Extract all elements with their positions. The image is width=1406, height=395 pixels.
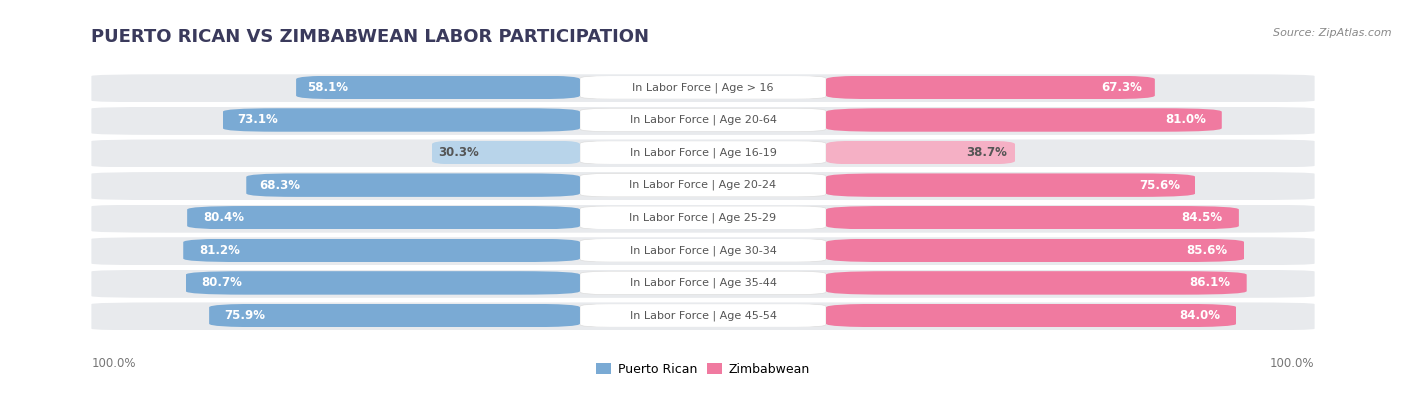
FancyBboxPatch shape	[91, 172, 1315, 200]
Legend: Puerto Rican, Zimbabwean: Puerto Rican, Zimbabwean	[592, 358, 814, 381]
FancyBboxPatch shape	[297, 76, 581, 99]
FancyBboxPatch shape	[187, 206, 581, 229]
Text: 81.0%: 81.0%	[1166, 113, 1206, 126]
Text: 80.4%: 80.4%	[202, 211, 243, 224]
FancyBboxPatch shape	[827, 173, 1195, 197]
Text: 30.3%: 30.3%	[437, 146, 478, 159]
Text: 38.7%: 38.7%	[967, 146, 1008, 159]
FancyBboxPatch shape	[581, 206, 825, 229]
FancyBboxPatch shape	[581, 141, 825, 164]
FancyBboxPatch shape	[91, 205, 1315, 233]
Text: 100.0%: 100.0%	[91, 357, 136, 370]
FancyBboxPatch shape	[827, 271, 1247, 295]
FancyBboxPatch shape	[827, 239, 1244, 262]
Text: 80.7%: 80.7%	[201, 276, 242, 290]
Text: 67.3%: 67.3%	[1101, 81, 1142, 94]
FancyBboxPatch shape	[581, 173, 825, 197]
FancyBboxPatch shape	[246, 173, 581, 197]
FancyBboxPatch shape	[827, 108, 1222, 132]
FancyBboxPatch shape	[432, 141, 581, 164]
Text: 85.6%: 85.6%	[1187, 244, 1227, 257]
FancyBboxPatch shape	[222, 108, 581, 132]
Text: PUERTO RICAN VS ZIMBABWEAN LABOR PARTICIPATION: PUERTO RICAN VS ZIMBABWEAN LABOR PARTICI…	[91, 28, 650, 46]
FancyBboxPatch shape	[827, 304, 1236, 327]
FancyBboxPatch shape	[581, 76, 825, 99]
FancyBboxPatch shape	[91, 237, 1315, 265]
FancyBboxPatch shape	[183, 239, 581, 262]
Text: 84.5%: 84.5%	[1181, 211, 1222, 224]
Text: Source: ZipAtlas.com: Source: ZipAtlas.com	[1274, 28, 1392, 38]
Text: 84.0%: 84.0%	[1180, 309, 1220, 322]
FancyBboxPatch shape	[827, 206, 1239, 229]
Text: In Labor Force | Age 35-44: In Labor Force | Age 35-44	[630, 278, 776, 288]
FancyBboxPatch shape	[91, 139, 1315, 167]
Text: 86.1%: 86.1%	[1189, 276, 1230, 290]
Text: In Labor Force | Age > 16: In Labor Force | Age > 16	[633, 82, 773, 93]
FancyBboxPatch shape	[91, 303, 1315, 331]
Text: In Labor Force | Age 45-54: In Labor Force | Age 45-54	[630, 310, 776, 321]
Text: In Labor Force | Age 30-34: In Labor Force | Age 30-34	[630, 245, 776, 256]
Text: 58.1%: 58.1%	[308, 81, 349, 94]
FancyBboxPatch shape	[581, 108, 825, 132]
FancyBboxPatch shape	[581, 271, 825, 295]
FancyBboxPatch shape	[186, 271, 581, 295]
FancyBboxPatch shape	[581, 304, 825, 327]
Text: In Labor Force | Age 20-64: In Labor Force | Age 20-64	[630, 115, 776, 125]
FancyBboxPatch shape	[827, 141, 1015, 164]
FancyBboxPatch shape	[827, 76, 1154, 99]
Text: 81.2%: 81.2%	[200, 244, 240, 257]
Text: 100.0%: 100.0%	[1270, 357, 1315, 370]
FancyBboxPatch shape	[91, 107, 1315, 135]
Text: 68.3%: 68.3%	[260, 179, 301, 192]
Text: 75.9%: 75.9%	[224, 309, 264, 322]
Text: In Labor Force | Age 16-19: In Labor Force | Age 16-19	[630, 147, 776, 158]
Text: 73.1%: 73.1%	[238, 113, 278, 126]
Text: In Labor Force | Age 20-24: In Labor Force | Age 20-24	[630, 180, 776, 190]
Text: In Labor Force | Age 25-29: In Labor Force | Age 25-29	[630, 213, 776, 223]
FancyBboxPatch shape	[91, 74, 1315, 102]
Text: 75.6%: 75.6%	[1140, 179, 1181, 192]
FancyBboxPatch shape	[209, 304, 581, 327]
FancyBboxPatch shape	[581, 239, 825, 262]
FancyBboxPatch shape	[91, 270, 1315, 298]
